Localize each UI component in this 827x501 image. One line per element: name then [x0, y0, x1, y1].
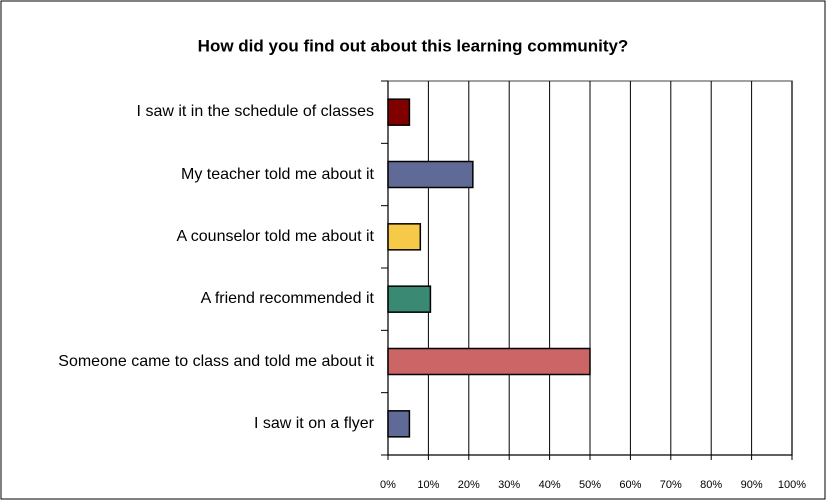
x-tick-label: 30% — [498, 479, 520, 491]
y-tick-label: I saw it on a flyer — [253, 414, 374, 432]
bar — [387, 98, 411, 126]
bar — [387, 223, 422, 251]
bar — [387, 160, 474, 189]
x-tick-label: 10% — [417, 479, 439, 491]
x-tick-label: 100% — [778, 479, 806, 491]
y-tick-label: My teacher told me about it — [181, 165, 374, 183]
x-tick-label: 50% — [579, 479, 601, 491]
x-tick-label: 0% — [380, 479, 396, 491]
x-tick-label: 20% — [458, 479, 480, 491]
bar — [387, 410, 411, 438]
x-tick-label: 90% — [741, 479, 763, 491]
x-tick-label: 70% — [660, 479, 682, 491]
x-tick-label: 60% — [619, 479, 641, 491]
chart-title: How did you find out about this learning… — [198, 36, 629, 55]
x-tick-label: 40% — [539, 479, 561, 491]
y-tick-label: A counselor told me about it — [176, 227, 374, 245]
y-tick-label: I saw it in the schedule of classes — [136, 103, 374, 121]
bar — [387, 285, 432, 313]
x-tick-label: 80% — [700, 479, 722, 491]
y-tick-label: Someone came to class and told me about … — [58, 352, 374, 370]
y-tick-label: A friend recommended it — [200, 290, 374, 308]
bar — [387, 347, 591, 376]
